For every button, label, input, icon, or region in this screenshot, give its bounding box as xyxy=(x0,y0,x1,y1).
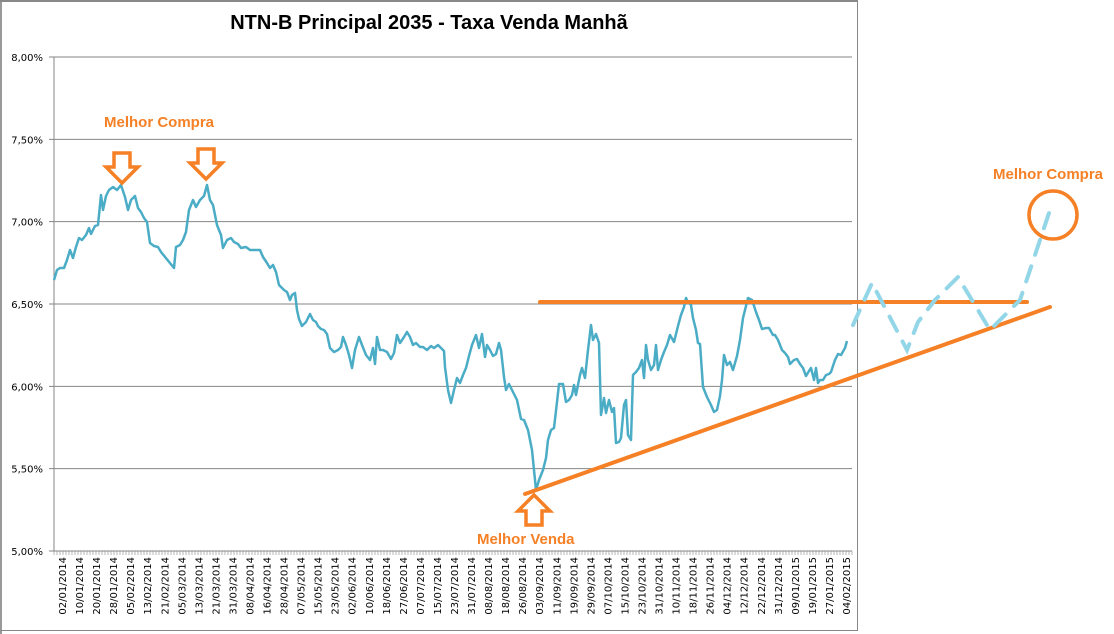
down-arrow-icon xyxy=(101,151,143,186)
x-tick-label: 05/03/2014 xyxy=(177,557,188,615)
x-tick-label: 18/06/2014 xyxy=(382,557,393,615)
projection-dashed-line xyxy=(851,208,1052,355)
x-tick-label: 12/12/2014 xyxy=(740,557,751,615)
y-tick-label: 7,00% xyxy=(11,218,43,229)
x-tick-label: 13/03/2014 xyxy=(194,557,205,615)
x-tick-label: 19/01/2015 xyxy=(808,557,819,615)
x-tick-label: 27/06/2014 xyxy=(399,557,410,615)
chart-border-left xyxy=(0,0,2,634)
x-tick-label: 07/05/2014 xyxy=(297,557,308,615)
x-tick-label: 29/09/2014 xyxy=(586,557,597,615)
x-tick-label: 22/12/2014 xyxy=(757,557,768,615)
x-tick-label: 20/01/2014 xyxy=(92,557,103,615)
y-tick-label: 5,00% xyxy=(11,547,43,558)
x-tick-label: 23/10/2014 xyxy=(637,557,648,615)
x-tick-label: 23/05/2014 xyxy=(331,557,342,615)
x-tick-label: 28/01/2014 xyxy=(109,557,120,615)
x-tick-label: 11/09/2014 xyxy=(552,557,563,615)
y-tick-label: 6,00% xyxy=(11,382,43,393)
x-tick-label: 21/02/2014 xyxy=(160,557,171,615)
x-tick-label: 04/12/2014 xyxy=(723,557,734,615)
x-tick-label: 18/11/2014 xyxy=(689,557,700,615)
down-arrow-icon xyxy=(185,147,227,182)
x-tick-label: 05/02/2014 xyxy=(126,557,137,615)
y-tick-label: 6,50% xyxy=(11,300,43,311)
chart-title: NTN-B Principal 2035 - Taxa Venda Manhã xyxy=(230,12,628,34)
x-tick-label: 31/10/2014 xyxy=(655,557,666,615)
x-tick-label: 10/01/2014 xyxy=(75,557,86,615)
x-tick-label: 16/04/2014 xyxy=(263,557,274,615)
x-tick-label: 07/07/2014 xyxy=(416,557,427,615)
x-tick-label: 27/01/2015 xyxy=(825,557,836,615)
x-tick-label: 03/09/2014 xyxy=(535,557,546,615)
x-tick-label: 15/10/2014 xyxy=(620,557,631,615)
x-tick-label: 19/09/2014 xyxy=(569,557,580,615)
x-tick-label: 09/01/2015 xyxy=(791,557,802,615)
x-tick-label: 07/10/2014 xyxy=(603,557,614,615)
x-tick-label: 10/06/2014 xyxy=(365,557,376,615)
x-tick-label: 31/12/2014 xyxy=(774,557,785,615)
y-tick-label: 7,50% xyxy=(11,135,43,146)
x-tick-label: 02/06/2014 xyxy=(348,557,359,615)
x-tick-label: 08/04/2014 xyxy=(245,557,256,615)
x-tick-label: 04/02/2015 xyxy=(842,557,853,615)
x-tick-label: 21/03/2014 xyxy=(211,557,222,615)
x-tick-label: 10/11/2014 xyxy=(672,557,683,615)
x-tick-label: 23/07/2014 xyxy=(450,557,461,615)
annotation-best-sell: Melhor Venda xyxy=(477,531,575,548)
x-tick-label: 31/03/2014 xyxy=(228,557,239,615)
x-tick-label: 02/01/2014 xyxy=(58,557,69,615)
y-tick-label: 5,50% xyxy=(11,465,43,476)
x-tick-label: 15/05/2014 xyxy=(314,557,325,615)
target-circle xyxy=(1027,189,1079,241)
x-tick-label: 31/07/2014 xyxy=(467,557,478,615)
x-tick-label: 26/11/2014 xyxy=(706,557,717,615)
x-tick-label: 26/08/2014 xyxy=(518,557,529,615)
x-tick-label: 28/04/2014 xyxy=(280,557,291,615)
y-tick-label: 8,00% xyxy=(11,53,43,64)
support-line xyxy=(523,305,1052,496)
x-tick-label: 08/08/2014 xyxy=(484,557,495,615)
up-arrow-icon xyxy=(513,492,555,527)
x-tick-label: 13/02/2014 xyxy=(143,557,154,615)
annotation-best-buy-top: Melhor Compra xyxy=(104,114,215,131)
x-tick-label: 15/07/2014 xyxy=(433,557,444,615)
annotation-best-buy-right: Melhor Compra xyxy=(993,166,1104,183)
rate-series-line xyxy=(52,183,849,492)
x-tick-label: 18/08/2014 xyxy=(501,557,512,615)
